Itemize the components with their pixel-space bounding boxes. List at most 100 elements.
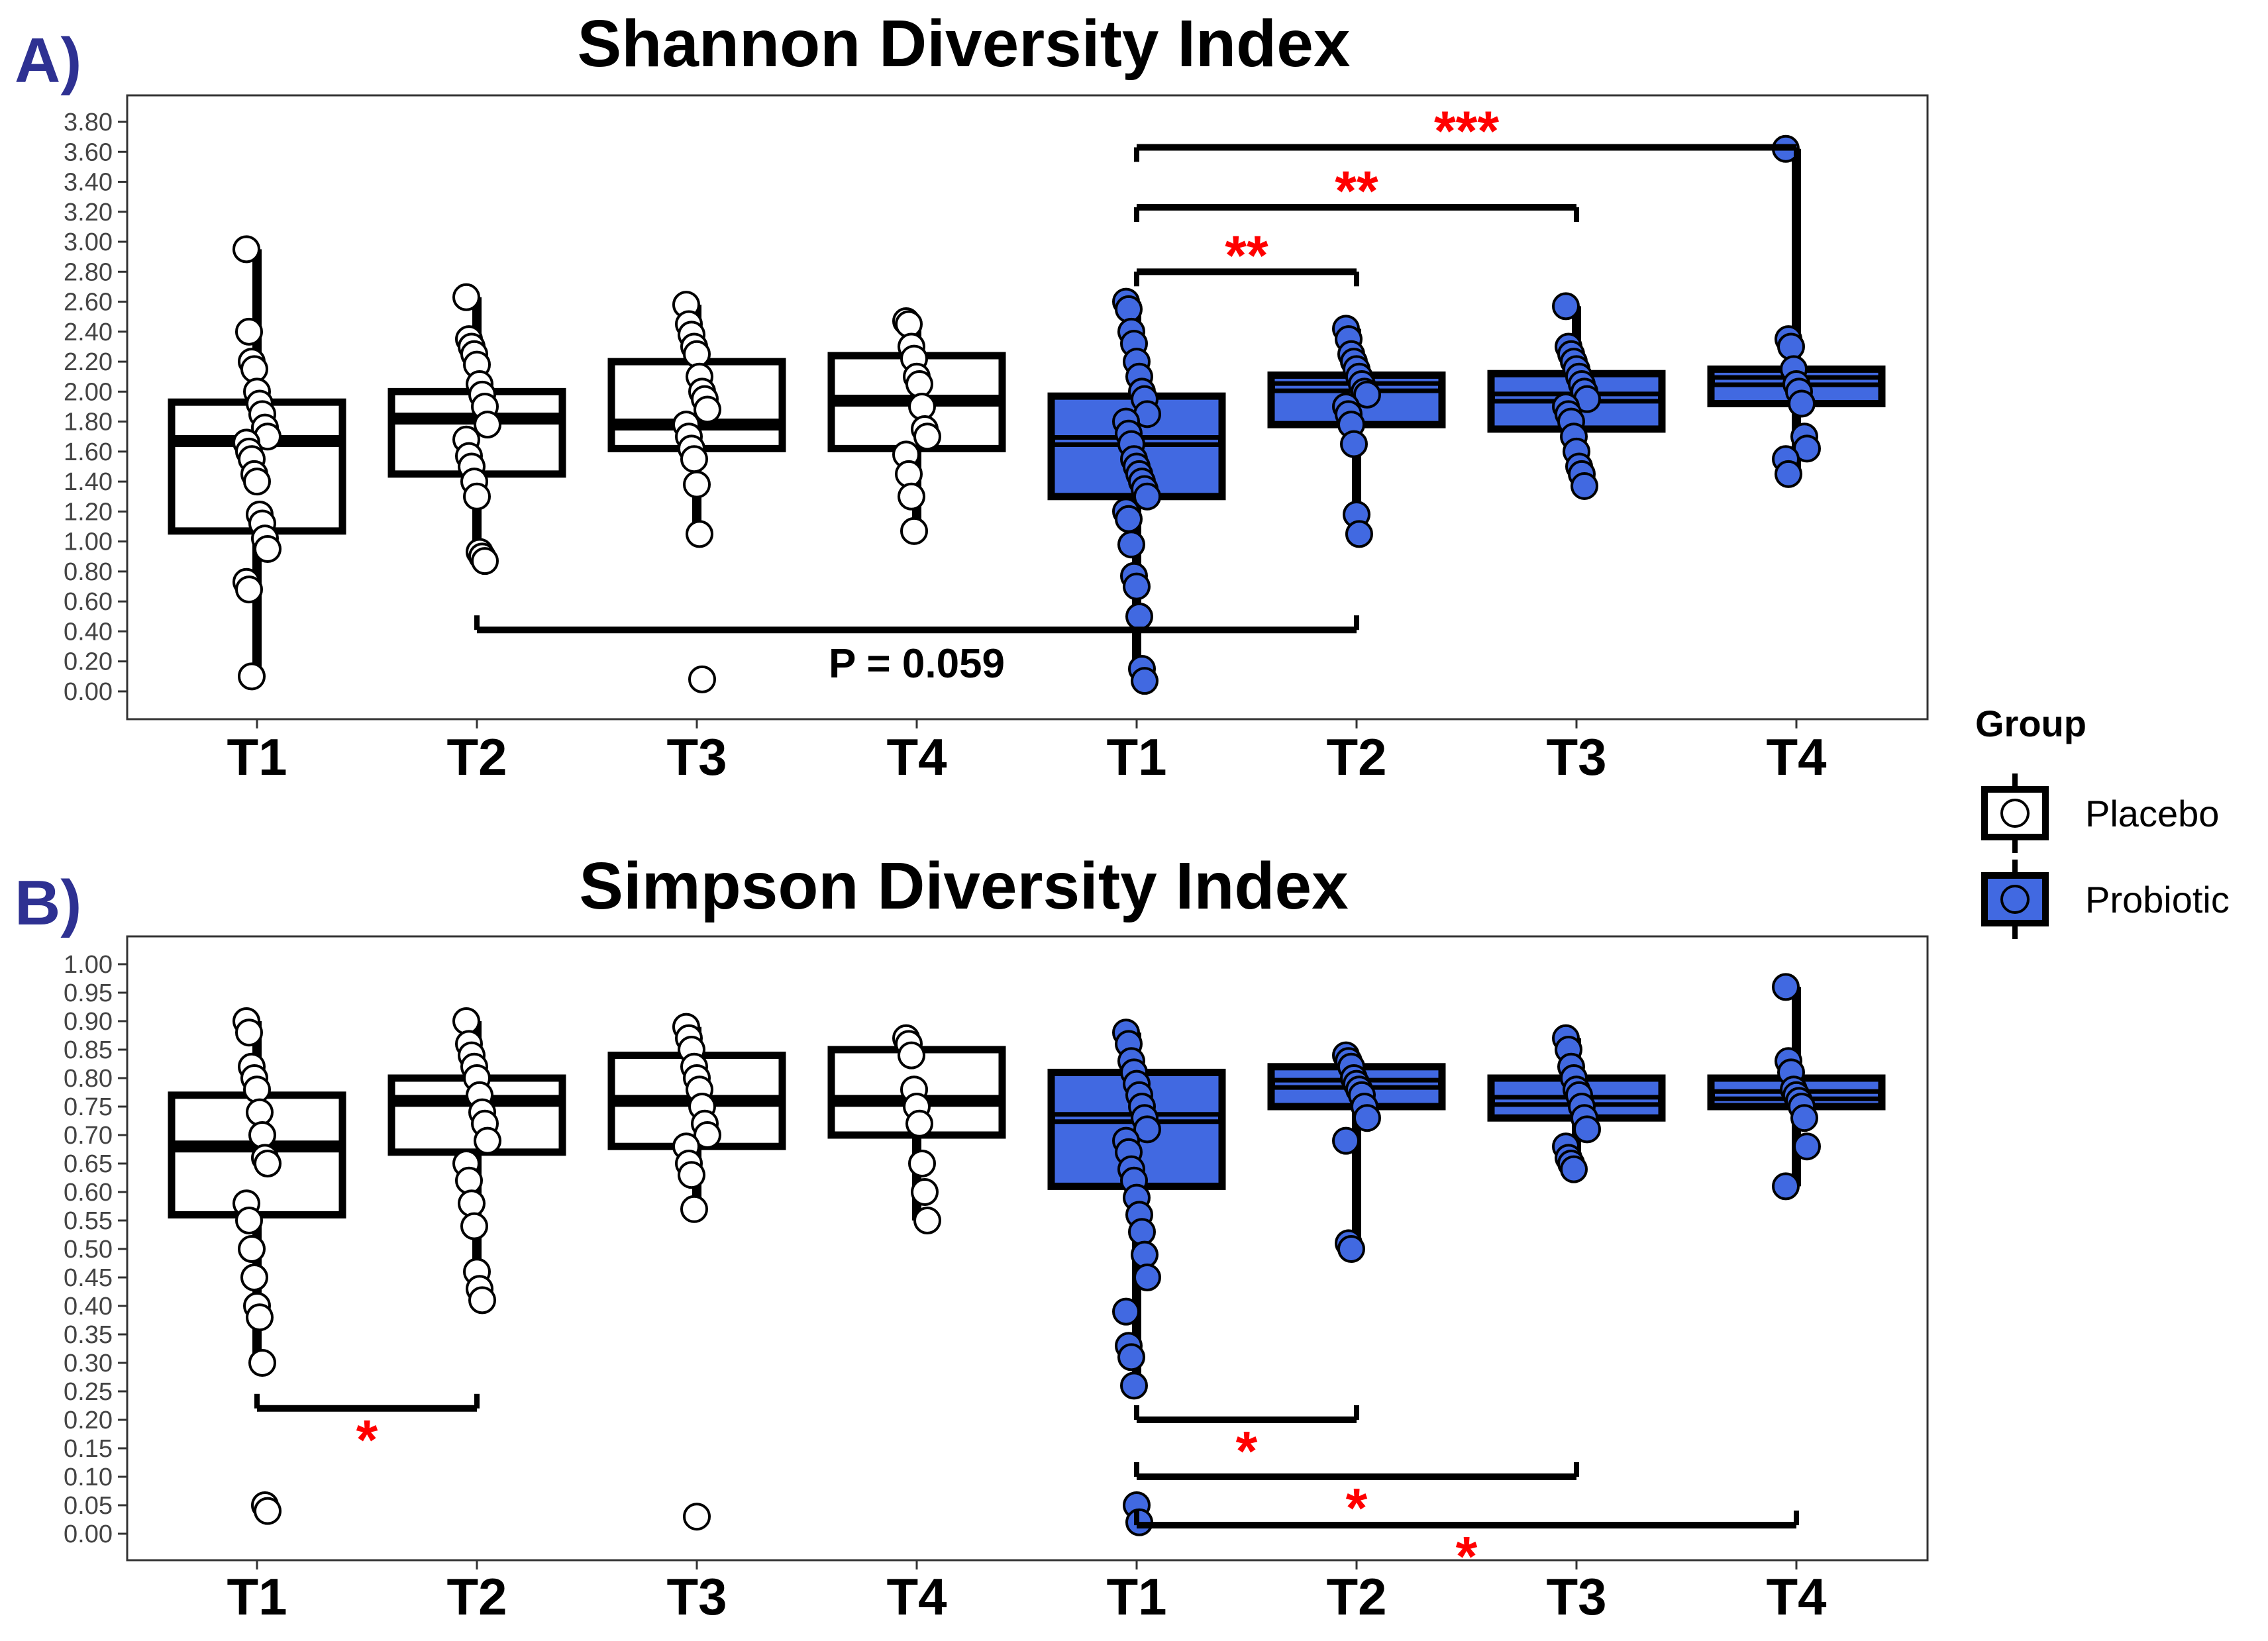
y-tick-label: 0.40: [64, 618, 113, 646]
y-tick-label: 0.80: [64, 558, 113, 586]
y-tick-label: 3.40: [64, 169, 113, 197]
data-point: [678, 1161, 705, 1189]
legend-item-placebo: Placebo: [1981, 773, 2219, 853]
y-tick-label: 0.65: [64, 1150, 113, 1178]
data-point: [248, 1349, 276, 1377]
x-axis: T1 T2 T3 T4 T1 T2 T3 T4: [227, 719, 1827, 786]
data-point: [248, 1121, 276, 1149]
legend: Group Placebo Probiotic: [1975, 703, 2230, 939]
data-point: [905, 1109, 933, 1138]
y-tick-label: 0.10: [64, 1464, 113, 1491]
data-point: [452, 283, 480, 311]
data-point: [452, 1007, 480, 1035]
data-point: [1131, 1240, 1159, 1269]
y-tick-label: 1.00: [64, 951, 113, 979]
legend-label: Probiotic: [2085, 879, 2230, 920]
x-tick-label: T4: [1766, 1567, 1826, 1626]
data-point: [1340, 430, 1368, 458]
y-tick-label: 0.20: [64, 1407, 113, 1434]
data-point: [471, 547, 499, 575]
x-tick-label: T1: [227, 728, 287, 786]
data-point: [1552, 292, 1580, 321]
y-tick-label: 0.60: [64, 1179, 113, 1207]
data-point: [908, 1150, 936, 1177]
panel-letter: B): [15, 868, 81, 938]
x-tick-label: T4: [886, 728, 947, 786]
data-point: [1353, 380, 1381, 409]
data-point: [908, 393, 936, 421]
data-point: [913, 1207, 941, 1234]
data-point: [235, 1207, 263, 1234]
data-point: [1128, 1218, 1156, 1246]
data-point: [694, 395, 721, 424]
data-point: [895, 460, 923, 488]
data-point: [1332, 1126, 1360, 1155]
x-tick-label: T4: [886, 1567, 947, 1626]
y-tick-label: 0.00: [64, 1520, 113, 1548]
y-tick-label: 0.40: [64, 1293, 113, 1320]
data-point: [1133, 482, 1161, 511]
y-tick-label: 0.20: [64, 648, 113, 676]
data-point: [1775, 460, 1802, 488]
data-point: [686, 520, 713, 548]
significance-label: ***: [1434, 99, 1499, 162]
data-point: [1133, 1264, 1161, 1291]
significance-label: **: [1335, 160, 1378, 222]
data-point: [458, 1189, 486, 1218]
y-tick-label: 0.70: [64, 1122, 113, 1150]
data-point: [1788, 389, 1816, 418]
chart-title: Simpson Diversity Index: [579, 849, 1348, 923]
data-point: [680, 445, 708, 473]
data-point: [235, 575, 263, 604]
y-tick-label: 1.40: [64, 468, 113, 496]
data-point: [1123, 572, 1151, 601]
significance-label: *: [1456, 1525, 1478, 1587]
x-tick-label: T3: [666, 1567, 727, 1626]
x-tick-label: T1: [1106, 1567, 1166, 1626]
data-point: [1793, 1132, 1821, 1161]
data-point: [254, 1497, 282, 1525]
y-tick-label: 2.40: [64, 319, 113, 346]
y-tick-label: 3.00: [64, 228, 113, 256]
shannon-panel: A) Shannon Diversity Index 0.000.200.400…: [15, 7, 1929, 786]
data-point: [243, 468, 271, 496]
y-tick-label: 1.80: [64, 409, 113, 436]
data-point: [1117, 530, 1145, 559]
data-point: [1131, 667, 1159, 695]
data-point: [683, 1503, 711, 1531]
chart-title: Shannon Diversity Index: [578, 7, 1351, 81]
y-tick-label: 0.25: [64, 1378, 113, 1406]
data-point: [898, 482, 925, 511]
y-tick-label: 0.35: [64, 1321, 113, 1349]
y-tick-label: 0.95: [64, 979, 113, 1007]
y-tick-label: 0.80: [64, 1065, 113, 1093]
y-tick-label: 0.75: [64, 1093, 113, 1121]
data-point: [913, 423, 941, 451]
data-point: [463, 482, 491, 511]
data-point: [474, 1126, 501, 1155]
data-point: [232, 235, 260, 264]
y-tick-label: 2.20: [64, 348, 113, 376]
simpson-panel: B) Simpson Diversity Index 0.000.050.100…: [15, 849, 1929, 1626]
data-point: [1112, 1297, 1140, 1326]
data-point: [1117, 1343, 1145, 1371]
x-tick-label: T2: [1326, 728, 1386, 786]
data-point: [1125, 602, 1153, 630]
data-point: [254, 535, 282, 563]
data-point: [1120, 1371, 1148, 1400]
data-point: [898, 1041, 925, 1069]
significance-label: *: [1236, 1420, 1258, 1482]
data-point: [1560, 1155, 1588, 1183]
significance-brackets: * * * *: [254, 1393, 1799, 1587]
data-point: [1772, 973, 1800, 1001]
x-tick-label: T2: [446, 728, 507, 786]
data-point: [246, 1303, 274, 1332]
data-point: [238, 1235, 266, 1263]
y-tick-label: 1.60: [64, 438, 113, 466]
y-tick-label: 0.45: [64, 1264, 113, 1292]
x-tick-label: T1: [1106, 728, 1166, 786]
data-point: [235, 1019, 263, 1047]
data-point: [911, 1178, 939, 1206]
points: [232, 134, 1821, 695]
y-tick-label: 2.00: [64, 378, 113, 406]
